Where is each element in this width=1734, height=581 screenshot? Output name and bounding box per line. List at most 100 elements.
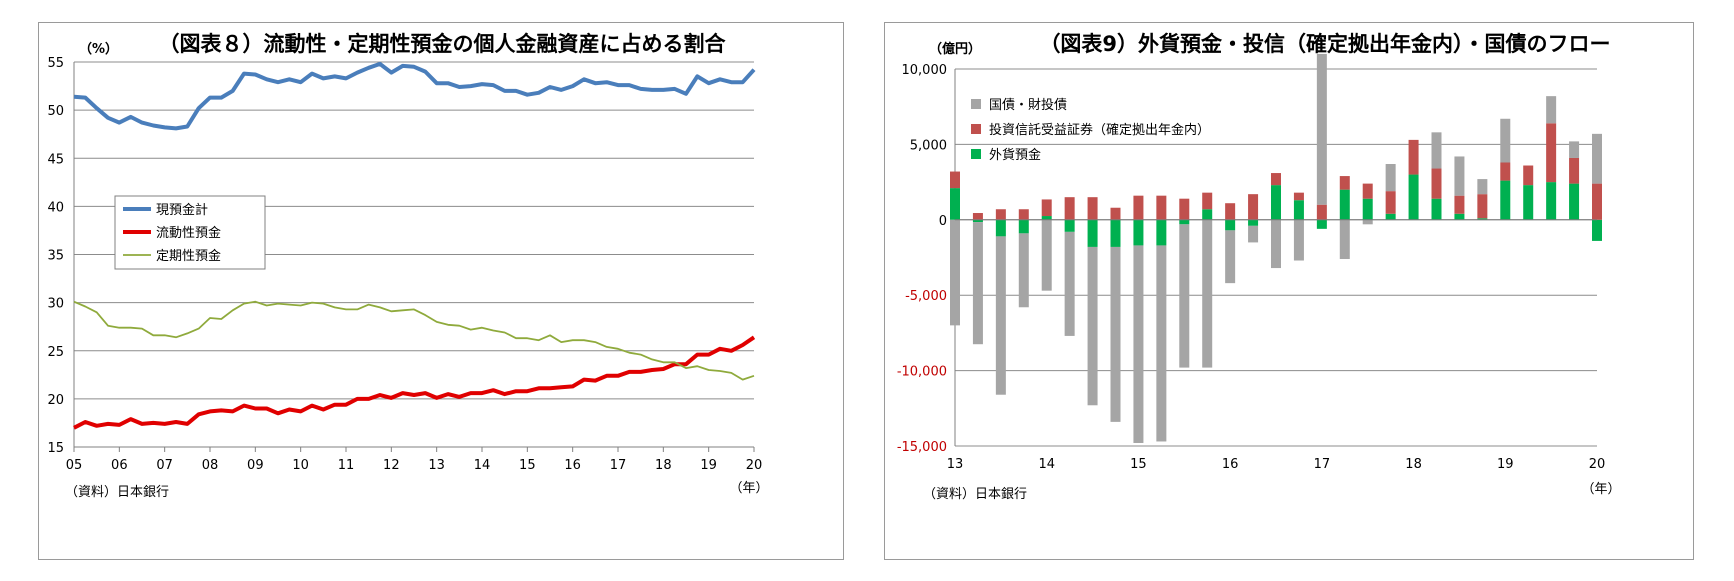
bar-segment [1316, 204, 1327, 220]
bar-segment [1225, 230, 1236, 284]
bar-segment [1523, 165, 1534, 186]
series-line [73, 300, 755, 381]
bar-segment [1064, 219, 1075, 232]
x-tick-label: 16 [564, 458, 581, 473]
bar-segment [1225, 219, 1236, 231]
x-tick-label: 20 [746, 458, 763, 473]
source-note: （資料）日本銀行 [923, 487, 1027, 502]
x-tick-label: 06 [111, 458, 128, 473]
bar-segment [1592, 133, 1602, 184]
x-tick-label: 10 [292, 458, 309, 473]
bar-segment [1018, 209, 1029, 220]
bar-segment [1339, 176, 1350, 190]
x-tick-label: 15 [519, 458, 536, 473]
legend-label: 国債・財投債 [989, 97, 1067, 113]
x-tick-label: 05 [66, 458, 83, 473]
bar-segment [995, 236, 1006, 395]
bar-segment [1569, 183, 1580, 220]
line-chart-svg: （図表８）流動性・定期性預金の個人金融資産に占める割合 （%） （年） （資料）… [47, 32, 768, 500]
x-tick-label: 08 [202, 458, 219, 473]
bar-segment [1477, 194, 1488, 219]
bar-segment [1133, 219, 1144, 246]
bar-segment [1041, 199, 1052, 217]
bar-segment [972, 222, 983, 345]
chart-title: （図表9）外貨預金・投信（確定拠出年金内）・国債のフロー [1039, 32, 1610, 56]
bar-segment [1362, 219, 1373, 225]
bar-segment [1271, 219, 1281, 269]
bar-segment [1385, 164, 1396, 192]
legend-label: 投資信託受益証券（確定拠出年金内） [989, 122, 1210, 138]
chart-panel-foreign-currency-flow: （図表9）外貨預金・投信（確定拠出年金内）・国債のフロー （億円） （年） （資… [884, 22, 1694, 560]
x-tick-label: 20 [1589, 457, 1606, 472]
y-tick-label: 15 [47, 441, 64, 456]
legend-label: 現預金計 [156, 202, 208, 218]
bar-segment [1500, 162, 1511, 181]
bar-segment [1431, 132, 1442, 169]
x-tick-label: 16 [1222, 457, 1239, 472]
bar-segment [950, 171, 960, 189]
y-unit-label: （%） [79, 41, 118, 57]
bar-segment [1362, 198, 1373, 220]
bar-segment [1133, 245, 1144, 443]
bar-segment [1110, 246, 1121, 422]
bar-segment [1316, 53, 1327, 205]
series-line [73, 61, 756, 131]
bar-segment [1179, 198, 1190, 220]
bar-segment [1569, 141, 1580, 158]
bar-segment [972, 213, 983, 220]
bar-segment [1546, 96, 1557, 124]
bar-segment [1087, 219, 1098, 247]
y-tick-label: 35 [47, 249, 64, 264]
x-tick-label: 12 [383, 458, 400, 473]
bar-segment [1477, 218, 1488, 220]
bar-segment [1454, 213, 1465, 220]
bar-segment [1248, 194, 1259, 220]
bar-segment [1179, 219, 1190, 225]
bar-segment [972, 219, 983, 223]
bar-segment [1339, 189, 1350, 220]
legend-swatch [971, 99, 981, 109]
bar-segment [1133, 195, 1144, 220]
x-tick-label: 09 [247, 458, 264, 473]
x-unit-label: （年） [729, 481, 768, 496]
y-tick-label: 20 [47, 393, 64, 408]
y-tick-label: 5,000 [910, 138, 947, 153]
bar-segment [1408, 174, 1419, 220]
legend-swatch [971, 124, 981, 134]
bar-segment [1293, 219, 1304, 261]
x-tick-label: 11 [338, 458, 355, 473]
bar-segment [1293, 200, 1304, 220]
x-tick-label: 13 [947, 457, 964, 472]
bar-segment [950, 219, 960, 326]
y-tick-label: -15,000 [897, 440, 947, 455]
bar-segment [1500, 180, 1511, 220]
x-tick-label: 13 [428, 458, 445, 473]
bar-segment [1523, 185, 1534, 220]
bar-segment [1271, 173, 1281, 186]
bar-segment [1018, 233, 1029, 308]
bar-segment [1546, 123, 1557, 183]
bar-segment [1087, 246, 1098, 406]
bar-segment [950, 188, 960, 220]
bar-segment [1454, 195, 1465, 214]
x-tick-label: 18 [1405, 457, 1422, 472]
source-note: （資料）日本銀行 [65, 485, 169, 500]
bar-segment [1248, 219, 1259, 226]
bar-segment [1592, 219, 1602, 241]
bar-segment [1454, 156, 1465, 196]
legend-label: 外貨預金 [989, 147, 1041, 163]
bar-segment [995, 209, 1006, 220]
bar-segment [1110, 207, 1121, 220]
x-tick-label: 18 [655, 458, 672, 473]
x-tick-label: 14 [1038, 457, 1055, 472]
bar-segment [1202, 209, 1213, 220]
y-tick-label: 55 [47, 56, 64, 71]
bar-segment [1431, 168, 1442, 199]
x-tick-label: 17 [610, 458, 627, 473]
bar-segment [1362, 183, 1373, 199]
y-tick-label: 25 [47, 345, 64, 360]
chart-title: （図表８）流動性・定期性預金の個人金融資産に占める割合 [159, 32, 727, 56]
bar-segment [1202, 219, 1213, 368]
bar-segment [995, 219, 1006, 237]
